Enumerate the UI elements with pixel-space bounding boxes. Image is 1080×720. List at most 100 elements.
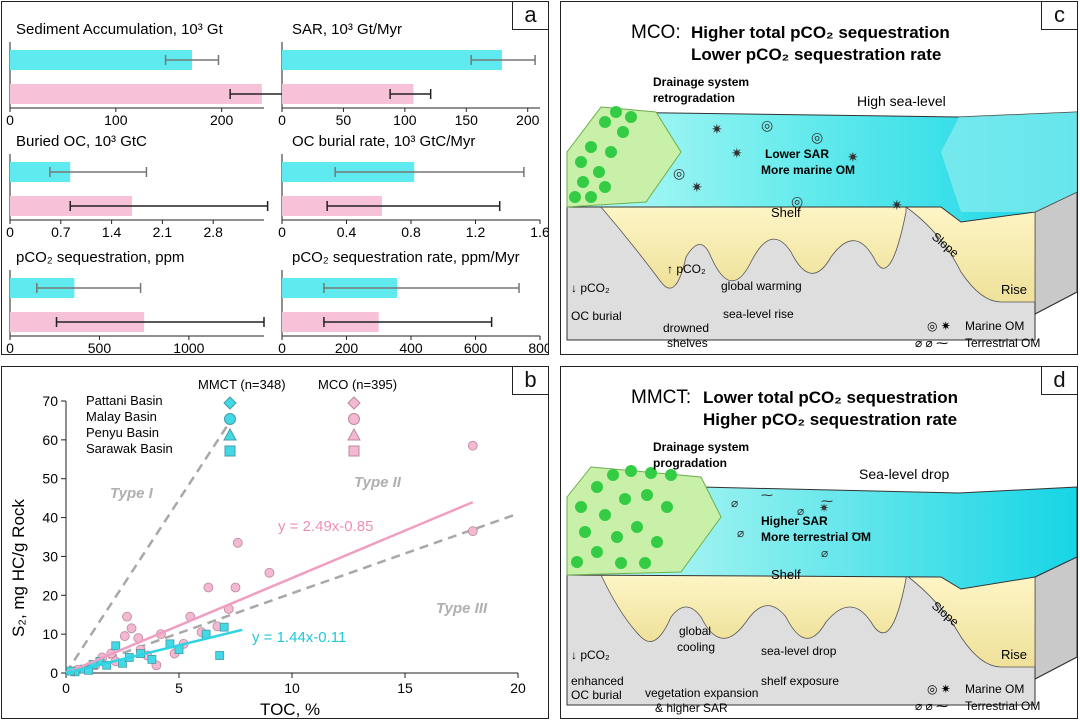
subplot-title-0: Sediment Accumulation, 10³ Gt xyxy=(16,21,224,38)
slope-sediments-d xyxy=(904,574,1036,668)
x-tick-label-1: 5 xyxy=(175,680,183,696)
pco2-down-label-c: ↓ pCO₂ xyxy=(571,281,610,295)
legend-basin-malay: Malay Basin xyxy=(86,409,157,424)
legend-header-mco: MCO (n=395) xyxy=(318,377,397,392)
terrestrial-om-symbols-d: ⌀⁓⌀⁓ ⌀⌀⁓✷ xyxy=(731,488,863,560)
om-label-c: More marine OM xyxy=(761,163,855,177)
x-tick-label-4: 20 xyxy=(510,680,526,696)
panel-label-c: c xyxy=(1041,2,1077,30)
tick-label-0-0: 0 xyxy=(6,112,14,128)
x-tick-label-3: 15 xyxy=(397,680,413,696)
mmct-point-10 xyxy=(111,641,121,651)
panel-d: MMCT: Lower total pCO₂ sequestration Hig… xyxy=(560,366,1078,719)
oc-burial-label-c: OC burial xyxy=(571,309,622,323)
x-tick-label-0: 0 xyxy=(62,680,70,696)
terrestrial-om-legend-icon-c: ⌀ ⌀ ⁓ xyxy=(915,336,948,350)
bar-1-0 xyxy=(282,50,502,70)
tick-label-5-0: 0 xyxy=(278,340,286,354)
crust-side-d xyxy=(1034,556,1077,680)
subplot-title-4: pCO₂ sequestration, ppm xyxy=(16,249,184,266)
fit-equation-mmct: y = 1.44x-0.11 xyxy=(252,629,346,646)
svg-text:◎: ◎ xyxy=(761,117,773,133)
svg-text:✷: ✷ xyxy=(711,121,723,137)
mco-point-5 xyxy=(264,567,275,578)
legend-mmct-triangle xyxy=(223,427,237,441)
tick-label-1-1: 50 xyxy=(336,112,352,128)
drainage-label-c2: retrogradation xyxy=(653,91,735,105)
y-tick-label-3: 30 xyxy=(42,548,58,564)
fit-line-0 xyxy=(65,500,474,675)
tick-label-5-2: 400 xyxy=(399,340,423,354)
subplot-title-5: pCO₂ sequestration rate, ppm/Myr xyxy=(292,249,520,266)
mmct-title-line1: Lower total pCO₂ sequestration xyxy=(703,388,958,407)
y-axis-label: S₂, mg HC/g Rock xyxy=(9,499,28,637)
svg-text:◎: ◎ xyxy=(791,193,803,209)
tick-label-1-3: 150 xyxy=(455,112,479,128)
type-ii-label: Type II xyxy=(354,474,402,491)
terrestrial-om-legend-d: Terrestrial OM xyxy=(965,699,1040,713)
tick-label-3-2: 0.8 xyxy=(401,224,421,240)
svg-text:✷: ✷ xyxy=(819,501,829,515)
fit-equation-mco: y = 2.49x-0.85 xyxy=(278,518,373,535)
tick-label-0-2: 200 xyxy=(210,112,234,128)
mco-title-line1: Higher total pCO₂ sequestration xyxy=(691,23,950,42)
coastal-land-d xyxy=(566,466,722,576)
bar-0-1 xyxy=(10,84,262,104)
tick-label-4-0: 0 xyxy=(6,340,14,354)
marine-om-legend-d: Marine OM xyxy=(965,682,1024,696)
tick-label-1-4: 200 xyxy=(516,112,540,128)
svg-text:◎: ◎ xyxy=(811,129,823,145)
legend-mco-square xyxy=(348,445,360,457)
marine-om-legend-icon-c: ◎ ✷ xyxy=(927,319,951,333)
sea-level-label-c: High sea-level xyxy=(857,93,946,109)
y-tick-label-7: 70 xyxy=(42,393,58,409)
drowned-label-2: shelves xyxy=(667,336,708,350)
sea-level-rise-label: sea-level rise xyxy=(723,307,794,321)
coastal-land xyxy=(566,106,682,208)
tick-label-2-4: 2.8 xyxy=(203,224,223,240)
vegetation-label-2: & higher SAR xyxy=(655,701,728,715)
drowned-label-1: drowned xyxy=(663,321,709,335)
svg-text:⁓: ⁓ xyxy=(851,526,863,540)
legend-basin-sarawak: Sarawak Basin xyxy=(86,441,173,456)
tick-label-5-3: 600 xyxy=(464,340,488,354)
mco-point-1 xyxy=(467,526,478,537)
x-axis-label: TOC, % xyxy=(260,700,320,718)
svg-text:⌀: ⌀ xyxy=(737,526,744,540)
sar-label-c: Lower SAR xyxy=(765,147,829,161)
panel-b: MMCT (n=348) MCO (n=395) Pattani Basin M… xyxy=(1,366,549,719)
mmct-title-line2: Higher pCO₂ sequestration rate xyxy=(703,410,957,429)
tick-label-3-4: 1.6 xyxy=(530,224,548,240)
svg-text:⌀: ⌀ xyxy=(731,496,738,510)
y-tick-label-2: 20 xyxy=(42,587,58,603)
type-i-label: Type I xyxy=(110,485,154,502)
tick-label-3-0: 0 xyxy=(278,224,286,240)
legend-basin-penyu: Penyu Basin xyxy=(86,425,159,440)
legend-mco-triangle xyxy=(347,427,361,441)
mmct-point-2 xyxy=(215,651,225,660)
panel-a: Sediment Accumulation, 10³ Gt 0 100 200 SAR,… xyxy=(1,1,549,355)
drainage-label-d: Drainage system xyxy=(653,440,749,454)
drainage-label-c: Drainage system xyxy=(653,75,749,89)
enhanced-label-1: enhanced xyxy=(571,674,624,688)
slope-sediments xyxy=(904,206,1036,303)
om-label-d: More terrestrial OM xyxy=(761,530,871,544)
legend-mco-diamond xyxy=(347,396,361,410)
vegetation-trees-d xyxy=(571,465,677,569)
legend-basin-pattani: Pattani Basin xyxy=(86,393,163,408)
mco-point-3 xyxy=(203,582,214,593)
bar-1-1 xyxy=(282,84,414,104)
legend-header-mmct: MMCT (n=348) xyxy=(198,377,286,392)
y-tick-label-1: 10 xyxy=(42,626,58,642)
subplot-title-2: Buried OC, 10³ GtC xyxy=(16,133,147,150)
tick-label-4-1: 500 xyxy=(88,340,112,354)
rise-label-c: Rise xyxy=(1001,282,1027,297)
svg-text:⁓: ⁓ xyxy=(761,488,773,502)
svg-text:✷: ✷ xyxy=(731,145,743,161)
scatter-chart-b: MMCT (n=348) MCO (n=395) Pattani Basin M… xyxy=(9,377,526,718)
sar-label-d: Higher SAR xyxy=(761,514,828,528)
legend-mco-circle xyxy=(348,413,360,425)
mco-title-prefix: MCO: xyxy=(631,22,681,43)
global-label-2: cooling xyxy=(677,640,715,654)
terrestrial-om-legend-icon-d: ⌀ ⌀ ⁓ xyxy=(915,699,948,713)
